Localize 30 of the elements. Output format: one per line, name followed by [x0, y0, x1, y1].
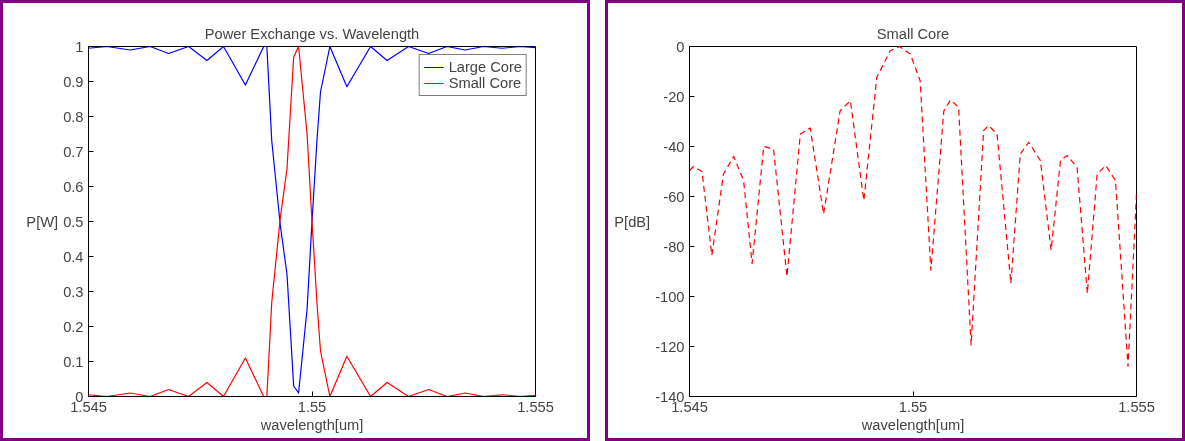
- y-tick-label: 0: [676, 38, 685, 55]
- y-tick-label: 0.4: [63, 248, 84, 265]
- y-tick-label: 0.9: [63, 73, 84, 90]
- x-axis-title: wavelength[um]: [259, 416, 364, 433]
- y-tick-label: 0.1: [63, 353, 84, 370]
- y-axis-title: P[W]: [26, 213, 59, 230]
- y-tick-label: -120: [655, 338, 685, 355]
- chart-title: Power Exchange vs. Wavelength: [204, 25, 420, 42]
- y-tick-label: 0.3: [63, 283, 84, 300]
- line-series: [689, 46, 1137, 368]
- y-tick-label: -80: [663, 238, 685, 255]
- legend-label: Small Core: [448, 75, 522, 91]
- y-axis-title: P[dB]: [614, 213, 651, 230]
- y-tick-label: -20: [663, 88, 685, 105]
- y-tick-label: 0.2: [63, 318, 84, 335]
- y-tick-label: -60: [663, 188, 685, 205]
- y-tick-label: 0.5: [63, 213, 84, 230]
- legend-label: Large Core: [448, 59, 522, 75]
- x-tick-label: 1.555: [1118, 398, 1155, 415]
- y-tick-label: -100: [655, 288, 685, 305]
- x-axis-title: wavelength[um]: [860, 416, 965, 433]
- y-tick-label: -40: [663, 138, 685, 155]
- x-tick-label: 1.55: [898, 398, 928, 415]
- x-tick-label: 1.555: [517, 398, 554, 415]
- y-tick-label: 0.6: [63, 178, 84, 195]
- y-tick-label: 0.8: [63, 108, 84, 125]
- y-tick-label: 0.7: [63, 143, 84, 160]
- chart-title: Small Core: [876, 25, 950, 42]
- y-tick-label: 1: [75, 38, 84, 55]
- x-tick-label: 1.55: [297, 398, 327, 415]
